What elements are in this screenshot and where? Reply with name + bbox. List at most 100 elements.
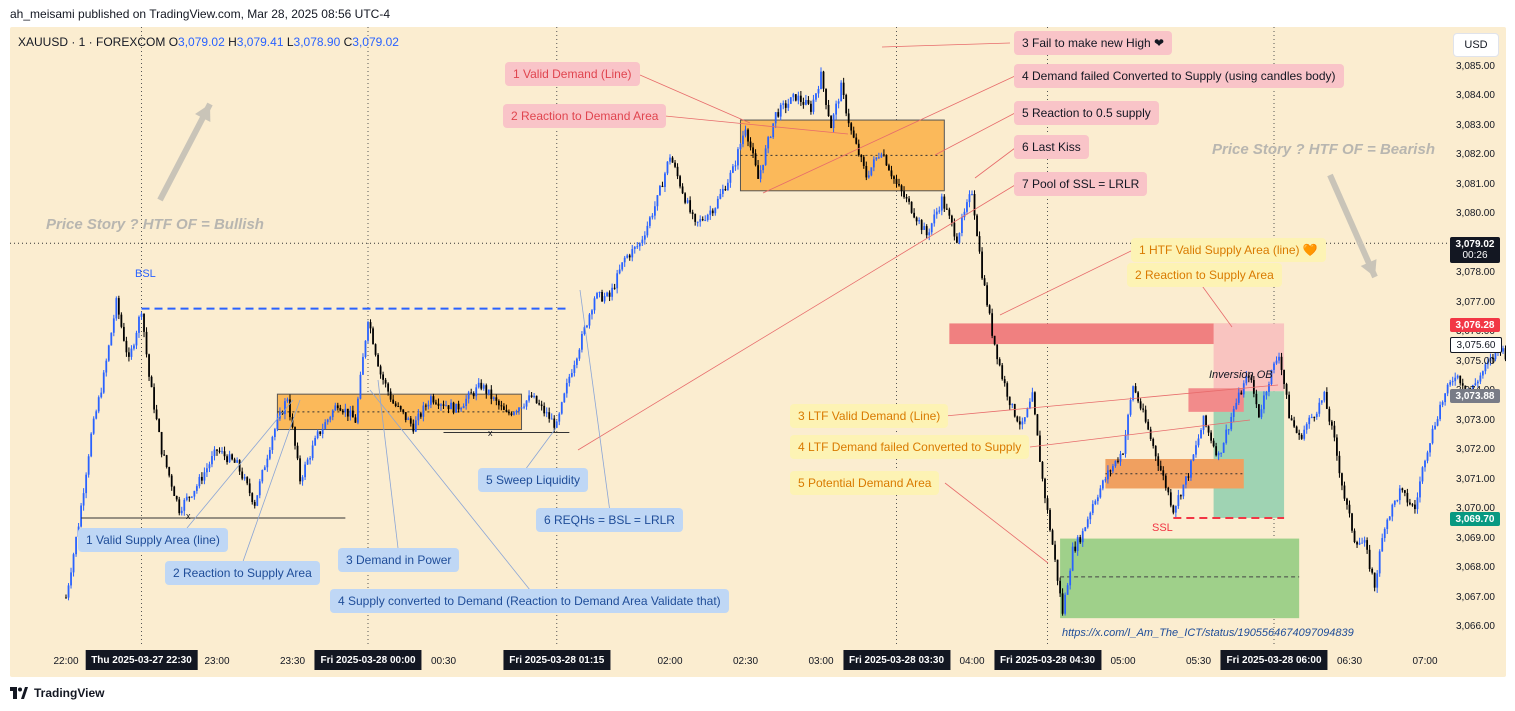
candle-body <box>1101 480 1104 489</box>
candle-body <box>1356 542 1358 545</box>
candle-body <box>150 376 153 388</box>
symbol-legend[interactable]: XAUUSD · 1 · FOREXCOM O3,079.02 H3,079.4… <box>18 35 399 49</box>
candle-body <box>789 97 792 104</box>
candle-body <box>470 392 473 394</box>
candle-body <box>1200 430 1202 439</box>
candle-body <box>107 345 110 361</box>
candle-body <box>482 385 485 389</box>
candle-body <box>1167 487 1170 493</box>
note-ltf-demand[interactable]: 3 LTF Valid Demand (Line) <box>790 404 949 428</box>
candle-body <box>1366 540 1369 550</box>
candle-body <box>85 474 88 494</box>
candle-body <box>757 165 759 179</box>
candle-body <box>1003 379 1006 384</box>
candle-body <box>153 387 155 410</box>
candle-body <box>372 328 374 345</box>
candle-body <box>294 427 296 446</box>
candle-body <box>1119 453 1122 462</box>
candle-body <box>1215 446 1218 456</box>
note-reqhs[interactable]: 6 REQHs = BSL = LRLR <box>536 508 683 532</box>
note-sweep-liquidity[interactable]: 5 Sweep Liquidity <box>478 468 589 492</box>
candle-body <box>143 313 145 332</box>
candle-body <box>221 451 223 453</box>
candle-body <box>601 292 603 302</box>
note-reaction-demand[interactable]: 2 Reaction to Demand Area <box>503 104 667 128</box>
x-mark-1: x <box>186 511 191 521</box>
candle-body <box>495 397 498 401</box>
candle-body <box>115 298 118 319</box>
candle-body <box>112 318 115 333</box>
candle-body <box>915 217 918 222</box>
candle-body <box>183 499 186 511</box>
candle-body <box>110 332 113 346</box>
candle-body <box>910 201 913 213</box>
note-reaction-half[interactable]: 5 Reaction to 0.5 supply <box>1014 101 1159 125</box>
candle-body <box>759 170 762 179</box>
candle-body <box>993 335 996 345</box>
candle-body <box>689 200 692 213</box>
candle-body <box>1421 467 1424 482</box>
candle-body <box>1474 383 1477 386</box>
candle-body <box>1330 421 1333 426</box>
connector-reaction-supply-area <box>1199 282 1233 328</box>
note-pool-ssl[interactable]: 7 Pool of SSL = LRLR <box>1014 172 1148 196</box>
note-last-kiss[interactable]: 6 Last Kiss <box>1014 135 1089 159</box>
note-valid-supply[interactable]: 1 Valid Supply Area (line) <box>78 528 228 552</box>
source-link[interactable]: https://x.com/I_Am_The_ICT/status/190556… <box>1062 627 1354 639</box>
candle-body <box>1245 375 1248 384</box>
candle-body <box>538 403 541 405</box>
candle-body <box>1388 516 1391 520</box>
candle-body <box>1492 357 1494 360</box>
candle-body <box>1079 537 1082 543</box>
candle-body <box>316 431 319 438</box>
candle-body <box>424 405 427 407</box>
note-potential-demand[interactable]: 5 Potential Demand Area <box>790 471 940 495</box>
candle-body <box>1441 402 1444 405</box>
candle-body <box>515 411 518 413</box>
story-right: Price Story ? HTF OF = Bearish <box>1212 141 1435 158</box>
candle-body <box>528 395 530 401</box>
note-demand-failed[interactable]: 4 Demand failed Converted to Supply (usi… <box>1014 64 1344 88</box>
note-supply-converted[interactable]: 4 Supply converted to Demand (Reaction t… <box>330 589 729 613</box>
candle-body <box>1398 488 1401 501</box>
candle-body <box>92 418 95 434</box>
candle-body <box>666 161 669 174</box>
y-tick-label: 3,082.00 <box>1456 149 1495 161</box>
note-ltf-failed[interactable]: 4 LTF Demand failed Converted to Supply <box>790 435 1030 459</box>
candle-body <box>548 412 551 419</box>
connector-reaction-supply <box>239 399 301 571</box>
note-valid-demand[interactable]: 1 Valid Demand (Line) <box>505 62 640 86</box>
candle-body <box>1280 356 1283 370</box>
currency-button[interactable]: USD <box>1453 33 1499 57</box>
note-reaction-supply-area[interactable]: 2 Reaction to Supply Area <box>1127 263 1282 287</box>
price-chart[interactable] <box>10 27 1506 677</box>
y-tick-label: 3,069.00 <box>1456 532 1495 544</box>
note-fail-new-high[interactable]: 3 Fail to make new High ❤ <box>1014 31 1173 55</box>
candle-body <box>555 421 558 428</box>
candle-body <box>633 246 636 250</box>
candle-body <box>729 172 732 183</box>
candle-body <box>1122 453 1124 455</box>
note-htf-supply[interactable]: 1 HTF Valid Supply Area (line) 🧡 <box>1131 238 1326 262</box>
x-highlight-label: Fri 2025-03-28 03:30 <box>842 650 951 670</box>
candle-body <box>825 88 827 105</box>
candle-body <box>1132 386 1134 401</box>
candle-body <box>991 313 994 336</box>
candle-body <box>1137 392 1139 402</box>
candle-body <box>1205 415 1207 427</box>
candle-body <box>185 496 188 500</box>
candle-body <box>626 255 629 258</box>
y-tick-label: 3,078.00 <box>1456 267 1495 279</box>
x-highlight-label: Fri 2025-03-28 00:00 <box>314 650 422 670</box>
candle-body <box>195 486 198 491</box>
candle-body <box>1084 527 1087 532</box>
candle-body <box>75 536 77 555</box>
candle-body <box>1320 400 1323 403</box>
candle-body <box>1164 475 1167 488</box>
candle-body <box>1187 476 1190 478</box>
note-demand-power[interactable]: 3 Demand in Power <box>338 548 460 572</box>
note-reaction-supply[interactable]: 2 Reaction to Supply Area <box>165 561 320 585</box>
candle-body <box>588 314 591 326</box>
candle-body <box>1069 570 1072 586</box>
candle-body <box>1419 481 1421 498</box>
